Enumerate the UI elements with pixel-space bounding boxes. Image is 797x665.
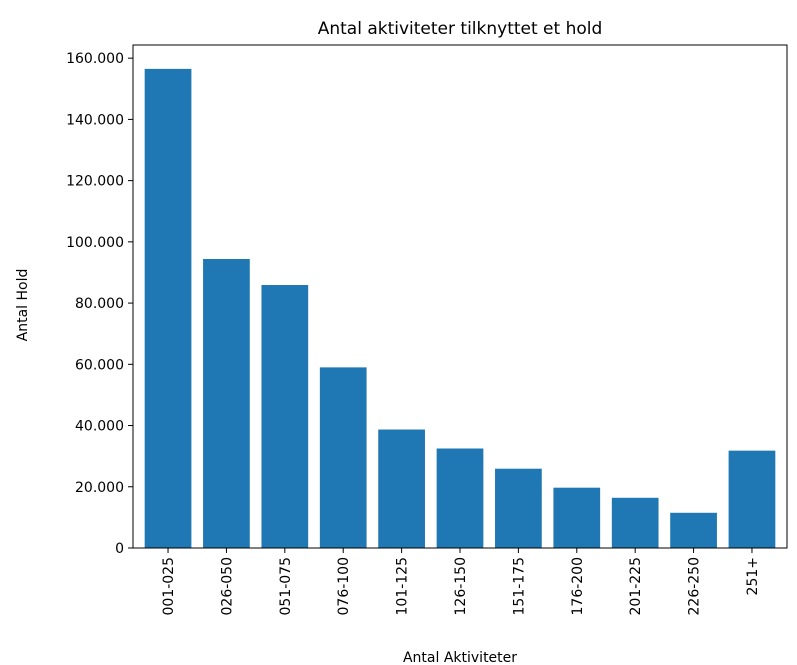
chart-title: Antal aktiviteter tilknyttet et hold: [318, 19, 603, 39]
bar: [553, 487, 601, 548]
bar: [728, 450, 776, 548]
x-tick-label: 126-150: [453, 557, 469, 616]
x-tick-label: 151-175: [511, 557, 527, 616]
y-tick-label: 0: [115, 541, 124, 557]
x-tick-label: 001-025: [161, 557, 177, 616]
y-tick-label: 140.000: [66, 112, 124, 128]
y-tick-label: 80.000: [75, 296, 124, 312]
x-tick-label: 226-250: [687, 557, 703, 616]
bar: [611, 497, 659, 548]
x-tick-label: 051-075: [278, 557, 294, 616]
bar: [436, 448, 484, 548]
bar: [495, 468, 542, 548]
x-tick-label: 101-125: [395, 557, 411, 616]
bar: [670, 512, 717, 548]
y-tick-label: 40.000: [75, 419, 124, 435]
y-axis-label: Antal Hold: [15, 269, 31, 342]
bar: [378, 429, 425, 548]
y-tick-label: 20.000: [75, 480, 124, 496]
x-tick-label: 251+: [745, 557, 761, 595]
plot-frame: [132, 44, 788, 549]
y-tick-label: 160.000: [66, 51, 124, 67]
y-tick-label: 60.000: [75, 357, 124, 373]
x-tick-label: 076-100: [336, 557, 352, 616]
x-axis-label: Antal Aktiviteter: [403, 650, 517, 665]
bar: [144, 68, 192, 548]
x-tick-label: 176-200: [570, 557, 586, 616]
y-tick-label: 120.000: [66, 174, 124, 190]
x-tick-label: 201-225: [628, 557, 644, 616]
bar: [261, 285, 309, 548]
bar: [203, 258, 250, 548]
x-tick-label: 026-050: [219, 557, 235, 616]
y-tick-label: 100.000: [66, 235, 124, 251]
bar: [319, 367, 367, 548]
